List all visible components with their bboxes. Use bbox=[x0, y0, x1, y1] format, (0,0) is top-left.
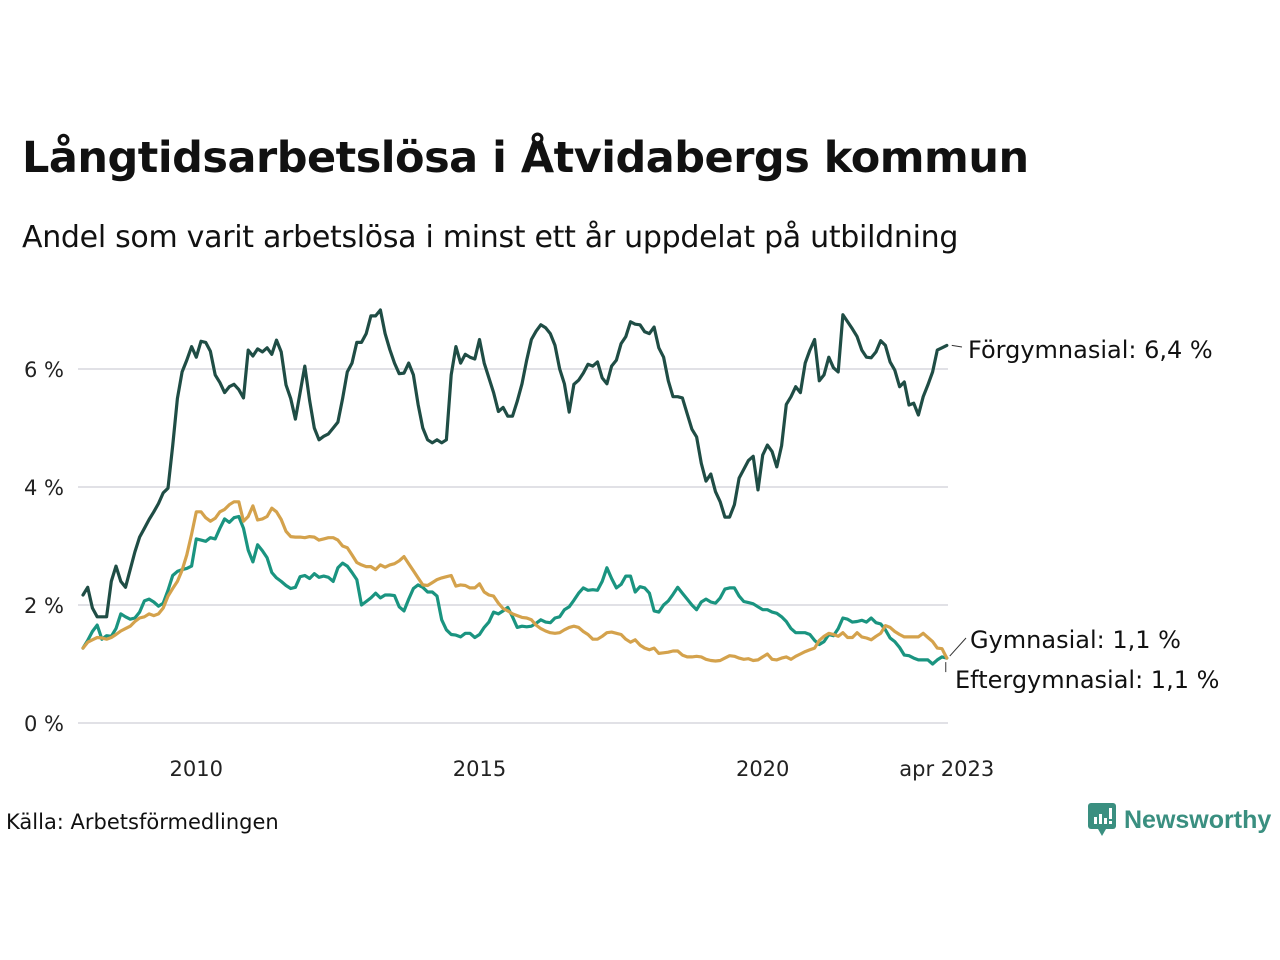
source-note: Källa: Arbetsförmedlingen bbox=[6, 810, 279, 834]
chart-title: Långtidsarbetslösa i Åtvidabergs kommun bbox=[22, 133, 1029, 183]
x-tick-label: 2010 bbox=[170, 757, 223, 781]
series-end-label: Förgymnasial: 6,4 % bbox=[968, 336, 1213, 364]
brand-name: Newsworthy bbox=[1124, 805, 1272, 834]
x-axis-ticks: 2010 2015 2020 apr 2023 bbox=[170, 757, 995, 781]
chart-subtitle: Andel som varit arbetslösa i minst ett å… bbox=[22, 220, 959, 255]
y-tick-label: 2 % bbox=[24, 594, 64, 618]
label-leader-line bbox=[951, 344, 963, 348]
y-tick-label: 4 % bbox=[24, 476, 64, 500]
y-tick-label: 6 % bbox=[24, 358, 64, 382]
brand-logo: Newsworthy bbox=[1088, 803, 1271, 837]
series-lines bbox=[81, 308, 949, 666]
series-end-labels: Förgymnasial: 6,4 % Gymnasial: 1,1 % Efter… bbox=[945, 336, 1219, 694]
x-tick-label: 2020 bbox=[736, 757, 789, 781]
y-axis-ticks: 0 % 2 % 4 % 6 % bbox=[24, 358, 64, 736]
series-line-eftergymnasial bbox=[81, 514, 949, 666]
label-leader-line bbox=[949, 637, 967, 657]
x-tick-label: apr 2023 bbox=[899, 757, 994, 781]
y-tick-label: 0 % bbox=[24, 712, 64, 736]
x-tick-label: 2015 bbox=[453, 757, 506, 781]
series-line-förgymnasial bbox=[81, 308, 949, 619]
series-line-gymnasial bbox=[81, 500, 949, 663]
gridlines bbox=[78, 368, 948, 724]
series-end-label: Eftergymnasial: 1,1 % bbox=[955, 666, 1219, 694]
newsworthy-logo-icon bbox=[1088, 803, 1116, 836]
series-end-label: Gymnasial: 1,1 % bbox=[970, 626, 1181, 654]
